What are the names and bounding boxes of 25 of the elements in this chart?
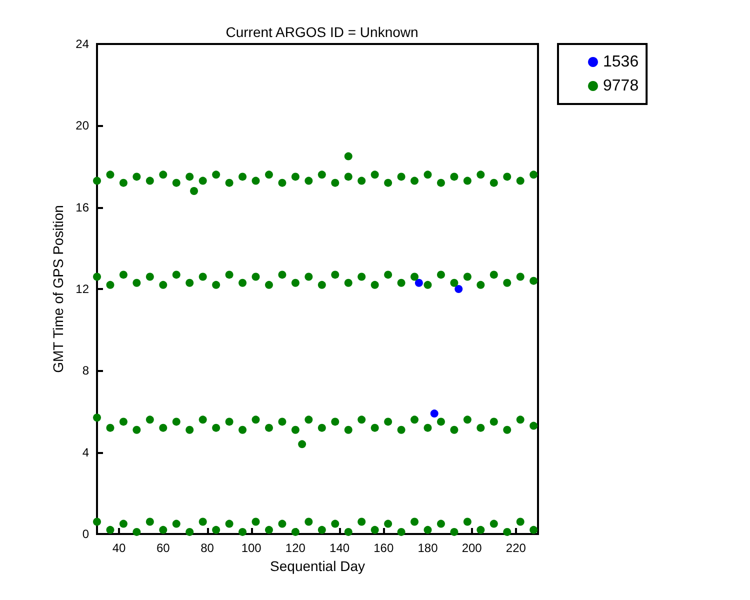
x-tick-label: 200 xyxy=(462,541,482,555)
y-tick-label: 12 xyxy=(76,282,90,296)
y-tick-label: 8 xyxy=(82,364,90,378)
y-tick-label: 4 xyxy=(82,445,90,460)
x-tick-label: 220 xyxy=(506,541,526,555)
legend-label: 9778 xyxy=(603,78,639,94)
x-tick-label: 60 xyxy=(156,541,170,555)
point xyxy=(430,410,438,418)
x-tick-label: 120 xyxy=(285,541,306,555)
legend-label: 1536 xyxy=(603,54,639,70)
x-tick-label: 140 xyxy=(330,541,350,555)
chart-title: Current ARGOS ID = Unknown xyxy=(226,24,418,40)
x-axis-title: Sequential Day xyxy=(270,558,365,574)
x-tick-label: 160 xyxy=(374,541,394,555)
x-tick-label: 100 xyxy=(241,541,262,555)
y-tick-label: 20 xyxy=(76,118,90,133)
x-tick-label: 40 xyxy=(112,541,126,555)
point xyxy=(414,278,423,287)
x-tick-label: 80 xyxy=(200,541,214,555)
point xyxy=(454,285,463,293)
y-tick-label: 24 xyxy=(76,37,90,51)
y-tick-label: 16 xyxy=(76,200,90,214)
x-tick-label: 180 xyxy=(418,541,438,555)
y-axis-title: GMT Time of GPS Position xyxy=(50,205,66,373)
y-tick-label: 0 xyxy=(82,527,90,541)
